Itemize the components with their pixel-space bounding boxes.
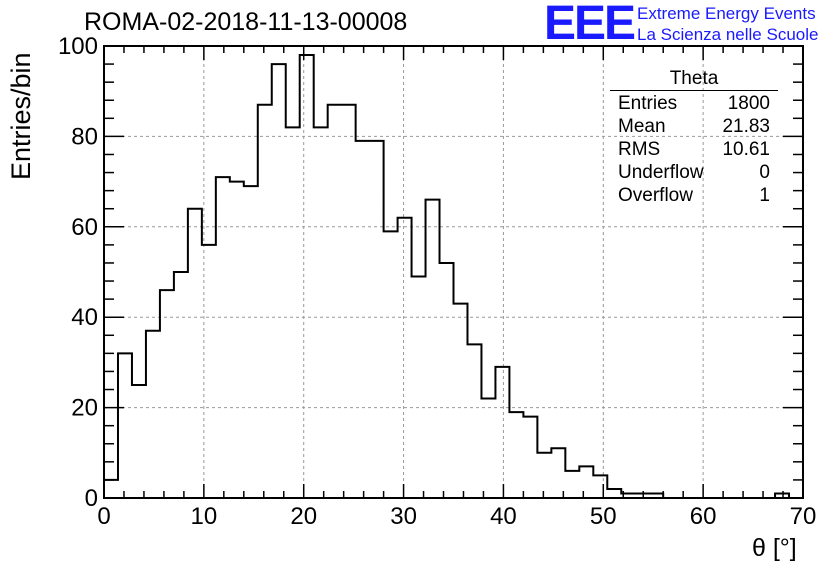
x-tick-label: 10	[191, 503, 218, 530]
plot-frame	[103, 45, 804, 499]
y-tick-label: 0	[85, 485, 98, 512]
x-axis-label: θ [°]	[752, 534, 797, 562]
histogram-bin	[132, 385, 146, 498]
stats-label: Overflow	[618, 185, 693, 206]
histogram-bin	[174, 272, 188, 498]
x-tick-label: 70	[790, 503, 817, 530]
histogram-bin	[495, 367, 509, 498]
histogram-bin	[258, 105, 272, 498]
x-tick-label: 0	[97, 503, 110, 530]
stats-row-mean: Mean 21.83	[610, 115, 778, 138]
chart-title: ROMA-02-2018-11-13-00008	[84, 8, 408, 36]
x-tick-label: 20	[290, 503, 317, 530]
axis-ticks	[103, 45, 804, 499]
stats-row-overflow: Overflow 1	[610, 184, 778, 207]
stats-row-entries: Entries 1800	[610, 92, 778, 115]
stats-value: 10.61	[722, 139, 770, 160]
histogram-bin	[607, 489, 621, 498]
y-axis-label: Entries/bin	[6, 52, 36, 180]
stats-value: 21.83	[722, 116, 770, 137]
histogram-bin	[244, 186, 258, 498]
eee-logo: EEE	[544, 0, 636, 50]
histogram-bin	[146, 331, 160, 498]
histogram-bin	[481, 399, 495, 498]
histogram-bin	[523, 417, 537, 498]
stats-label: RMS	[618, 139, 661, 160]
stats-row-underflow: Underflow 0	[610, 161, 778, 184]
y-tick-label: 80	[71, 123, 98, 150]
histogram-bin	[216, 177, 230, 498]
histogram-bin	[328, 105, 342, 498]
histogram-bin	[398, 218, 412, 498]
y-tick-label: 40	[71, 304, 98, 331]
histogram-bin	[188, 209, 202, 498]
stats-value: 1800	[727, 93, 770, 114]
stats-value: 1	[759, 185, 770, 206]
histogram-bin	[440, 263, 454, 498]
histogram-bin	[384, 231, 398, 498]
grid-lines	[104, 46, 803, 498]
histogram-bin	[104, 480, 118, 498]
histogram-bin	[370, 141, 384, 498]
histogram-bin	[593, 475, 607, 498]
histogram-bin	[300, 55, 314, 498]
logo-subtitle-line1: Extreme Energy Events	[637, 4, 816, 23]
histogram-bin	[467, 344, 481, 498]
y-tick-label: 20	[71, 395, 98, 422]
stats-label: Underflow	[618, 162, 704, 183]
stats-box: Theta Entries 1800 Mean 21.83 RMS 10.61 …	[610, 68, 778, 207]
y-tick-label: 100	[58, 33, 98, 60]
x-tick-label: 30	[390, 503, 417, 530]
stats-label: Entries	[618, 93, 678, 114]
histogram-bin	[356, 141, 370, 498]
stats-row-rms: RMS 10.61	[610, 138, 778, 161]
histogram-bin	[160, 290, 174, 498]
histogram-outline	[103, 54, 803, 499]
y-tick-label: 60	[71, 214, 98, 241]
histogram-bin	[551, 448, 565, 498]
histogram-bin	[537, 453, 551, 498]
logo-subtitle-line2: La Scienza nelle Scuole	[637, 25, 819, 44]
x-tick-label: 50	[590, 503, 617, 530]
histogram-bin	[565, 471, 579, 498]
histogram-bin	[454, 304, 468, 498]
histogram-bin	[509, 412, 523, 498]
histogram-bin	[342, 105, 356, 498]
stats-title: Theta	[610, 68, 778, 91]
histogram-bin	[272, 64, 286, 498]
histogram-bin	[412, 277, 426, 498]
histogram-bin	[579, 466, 593, 498]
histogram-bin	[230, 182, 244, 498]
histogram-bin	[118, 353, 132, 498]
histogram-bin	[286, 127, 300, 498]
histogram-bin	[314, 127, 328, 498]
stats-label: Mean	[618, 116, 666, 137]
histogram-bin	[426, 200, 440, 498]
x-tick-label: 60	[690, 503, 717, 530]
stats-value: 0	[759, 162, 770, 183]
x-tick-label: 40	[490, 503, 517, 530]
